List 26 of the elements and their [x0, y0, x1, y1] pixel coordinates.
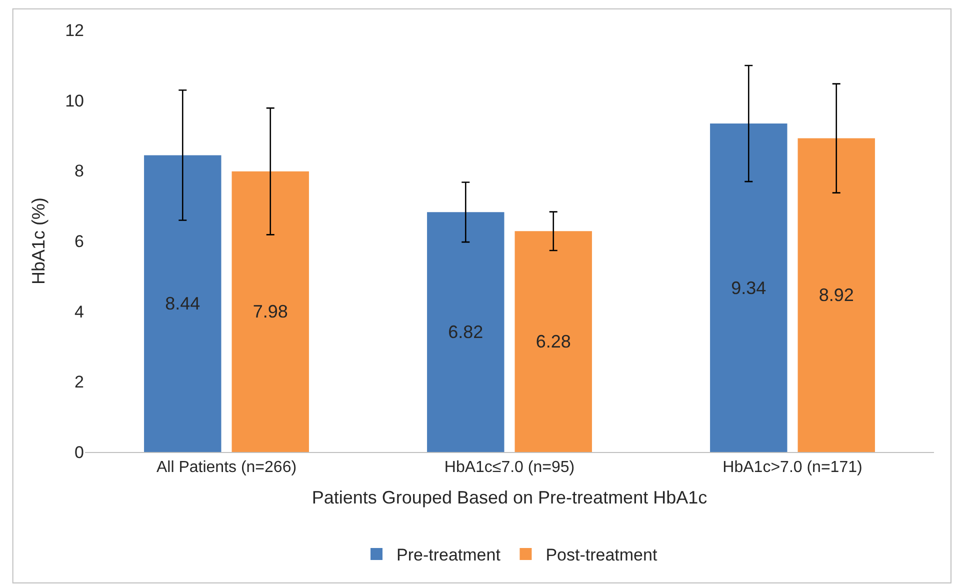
y-tick-label: 0: [74, 442, 84, 462]
y-tick-label: 4: [74, 302, 84, 322]
y-tick-label: 2: [74, 372, 84, 392]
legend-label: Pre-treatment: [396, 546, 501, 565]
bar: [144, 155, 222, 452]
y-tick-label: 8: [74, 162, 84, 181]
data-label: 6.28: [536, 332, 571, 352]
y-tick-label: 10: [65, 91, 84, 110]
data-label: 8.92: [818, 285, 854, 306]
data-label: 8.44: [165, 294, 200, 314]
x-tick-label: HbA1c>7.0 (n=171): [722, 459, 862, 476]
data-label: 9.34: [731, 278, 766, 298]
y-tick-label: 6: [74, 232, 84, 251]
data-label: 6.82: [448, 322, 484, 342]
bar: [232, 171, 309, 452]
data-label: 7.98: [252, 302, 288, 322]
x-tick-label: HbA1c≤7.0 (n=95): [444, 459, 575, 476]
x-tick-label: All Patients (n=266): [156, 459, 297, 476]
y-axis-title: HbA1c (%): [28, 197, 48, 285]
legend-label: Post-treatment: [546, 546, 658, 565]
bar: [514, 231, 592, 452]
bar: [798, 138, 875, 452]
x-axis-title: Patients Grouped Based on Pre-treatment HbA1c: [312, 487, 708, 508]
bar: [710, 124, 788, 452]
y-tick-label: 12: [65, 20, 84, 40]
bar: [427, 212, 504, 452]
